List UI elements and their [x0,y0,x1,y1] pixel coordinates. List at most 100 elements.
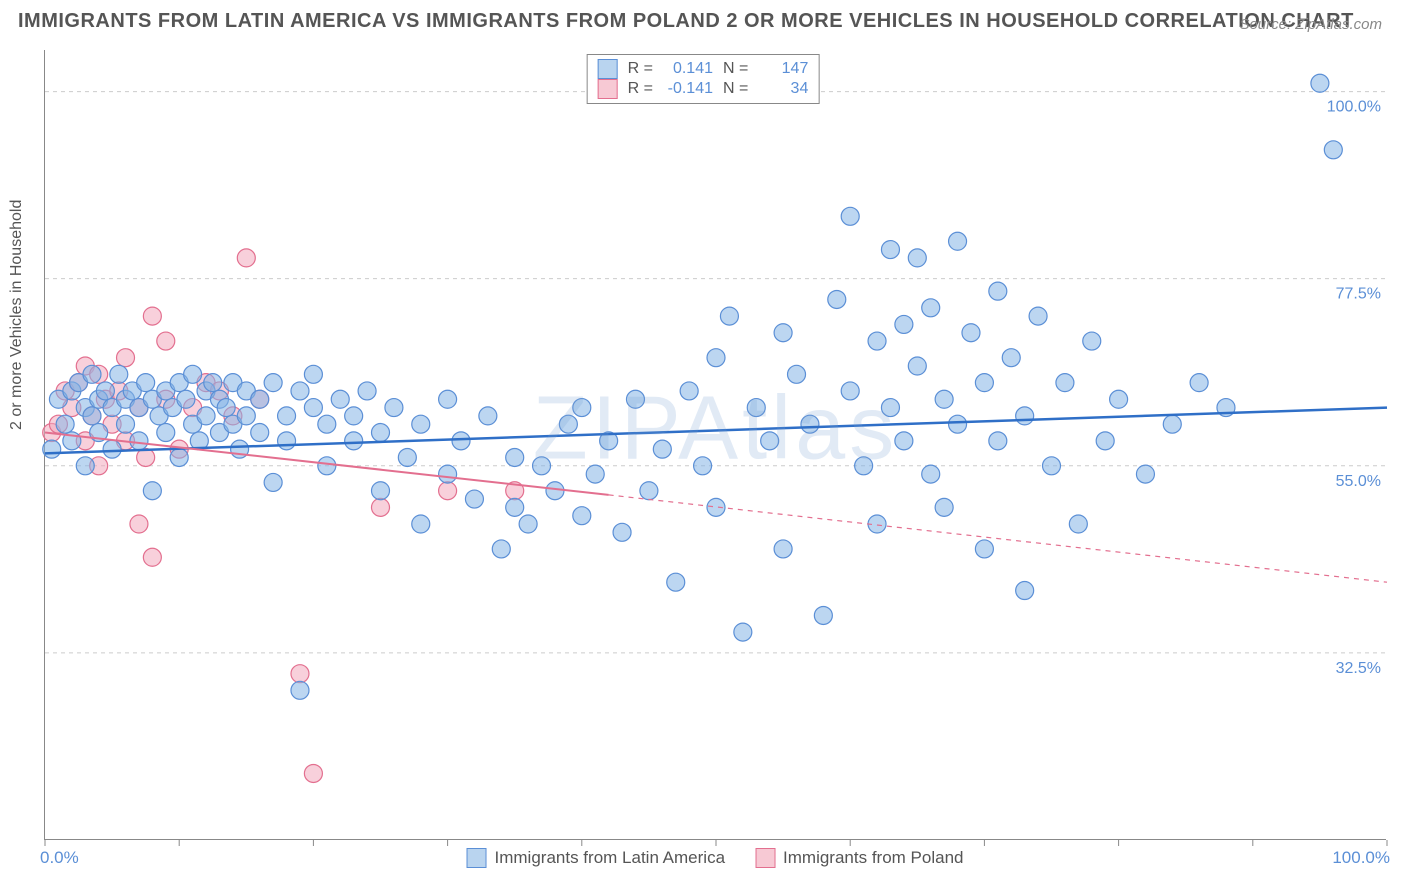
scatter-point-latin [1083,332,1101,350]
series-legend-label: Immigrants from Latin America [495,848,726,868]
scatter-point-poland [143,548,161,566]
scatter-point-latin [573,507,591,525]
scatter-point-latin [439,390,457,408]
scatter-point-latin [43,440,61,458]
scatter-point-latin [975,374,993,392]
scatter-point-poland [157,332,175,350]
chart-svg: 32.5%55.0%77.5%100.0% [45,50,1387,840]
scatter-point-latin [559,415,577,433]
scatter-point-latin [908,357,926,375]
x-axis-min-label: 0.0% [40,848,79,868]
scatter-point-latin [720,307,738,325]
scatter-point-latin [761,432,779,450]
scatter-point-latin [465,490,483,508]
y-gridline-label: 100.0% [1327,99,1381,116]
scatter-point-latin [143,482,161,500]
scatter-point-latin [922,299,940,317]
scatter-point-latin [747,399,765,417]
legend-swatch [598,79,618,99]
x-axis-label-row: 0.0% 100.0% Immigrants from Latin Americ… [44,848,1386,878]
scatter-point-latin [237,407,255,425]
correlation-legend: R =0.141N =147R =-0.141N =34 [587,54,820,104]
scatter-point-latin [170,448,188,466]
scatter-point-latin [331,390,349,408]
trendline-poland-solid [45,433,609,495]
series-legend: Immigrants from Latin America Immigrants … [467,848,964,868]
scatter-point-latin [1056,374,1074,392]
scatter-point-latin [774,540,792,558]
scatter-point-poland [237,249,255,267]
scatter-point-poland [130,515,148,533]
scatter-point-latin [801,415,819,433]
scatter-point-latin [96,382,114,400]
scatter-point-latin [278,407,296,425]
scatter-point-latin [479,407,497,425]
scatter-point-latin [895,432,913,450]
scatter-point-latin [626,390,644,408]
scatter-point-latin [506,498,524,516]
scatter-point-latin [110,365,128,383]
scatter-point-poland [304,764,322,782]
scatter-point-poland [143,307,161,325]
scatter-point-latin [264,374,282,392]
series-legend-item: Immigrants from Poland [755,848,963,868]
scatter-point-latin [197,407,215,425]
correlation-legend-row: R =-0.141N =34 [598,79,809,99]
scatter-point-latin [412,515,430,533]
scatter-point-latin [680,382,698,400]
scatter-point-latin [184,365,202,383]
scatter-point-latin [1016,407,1034,425]
source-attribution: Source: ZipAtlas.com [1239,16,1382,33]
scatter-point-latin [177,390,195,408]
scatter-point-latin [640,482,658,500]
legend-swatch [755,848,775,868]
scatter-point-latin [1311,74,1329,92]
scatter-point-latin [1163,415,1181,433]
n-label: N = [723,80,748,98]
correlation-legend-row: R =0.141N =147 [598,59,809,79]
scatter-point-latin [613,523,631,541]
scatter-point-latin [935,390,953,408]
n-label: N = [723,60,748,78]
scatter-point-latin [895,315,913,333]
scatter-point-latin [935,498,953,516]
scatter-point-latin [439,465,457,483]
scatter-point-latin [264,473,282,491]
scatter-point-latin [989,432,1007,450]
scatter-point-latin [251,424,269,442]
scatter-point-latin [398,448,416,466]
scatter-point-latin [908,249,926,267]
scatter-point-latin [385,399,403,417]
scatter-point-latin [586,465,604,483]
scatter-point-latin [788,365,806,383]
scatter-point-latin [949,415,967,433]
scatter-point-poland [439,482,457,500]
y-axis-label: 2 or more Vehicles in Household [8,200,26,430]
scatter-point-latin [841,207,859,225]
scatter-point-latin [1190,374,1208,392]
chart-title: IMMIGRANTS FROM LATIN AMERICA VS IMMIGRA… [18,10,1354,33]
scatter-point-latin [506,448,524,466]
scatter-point-latin [1069,515,1087,533]
scatter-point-latin [103,440,121,458]
legend-swatch [467,848,487,868]
scatter-point-latin [318,457,336,475]
r-value: 0.141 [663,60,713,78]
scatter-point-latin [653,440,671,458]
scatter-point-latin [734,623,752,641]
scatter-point-latin [1016,582,1034,600]
scatter-point-latin [841,382,859,400]
scatter-point-latin [519,515,537,533]
y-gridline-label: 32.5% [1336,660,1381,677]
scatter-point-latin [83,365,101,383]
scatter-point-latin [117,415,135,433]
scatter-point-latin [1029,307,1047,325]
scatter-point-latin [291,382,309,400]
plot-area: ZIPAtlas 32.5%55.0%77.5%100.0% [44,50,1386,840]
scatter-point-latin [868,332,886,350]
scatter-point-latin [56,415,74,433]
scatter-point-latin [1002,349,1020,367]
scatter-point-latin [694,457,712,475]
scatter-point-latin [130,432,148,450]
scatter-point-latin [137,374,155,392]
